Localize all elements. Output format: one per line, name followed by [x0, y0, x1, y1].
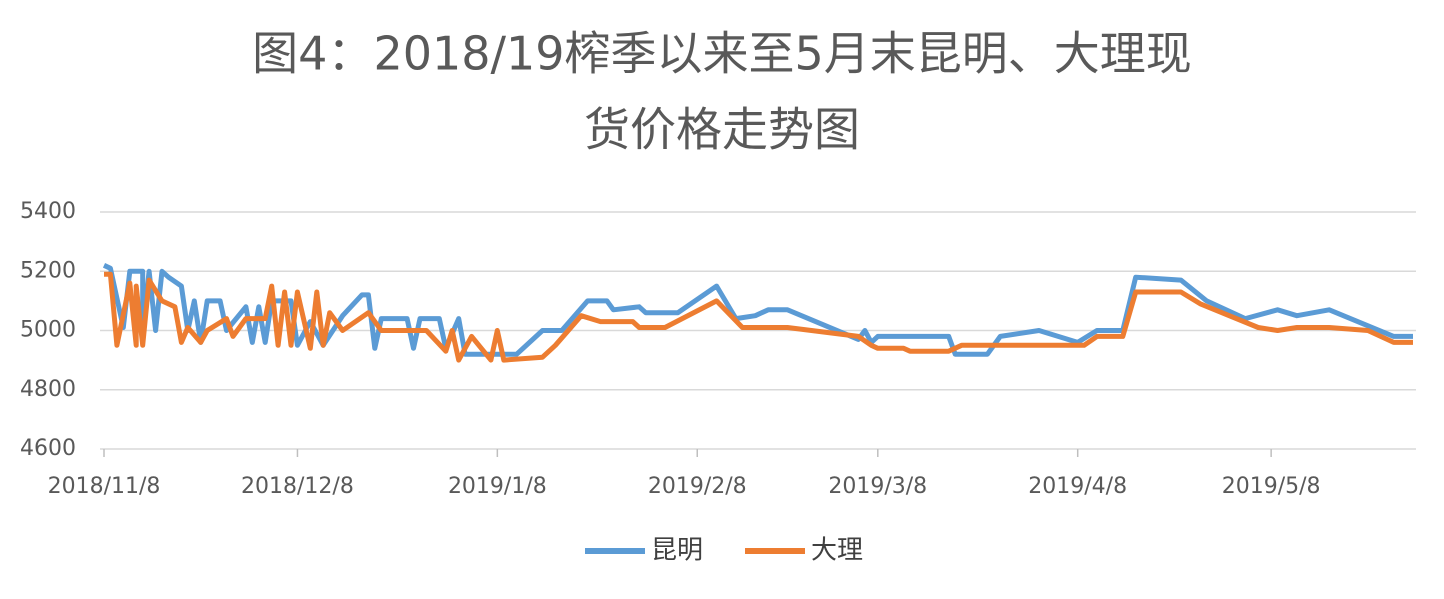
y-tick-label: 5200 — [20, 258, 76, 283]
y-tick-label: 5000 — [20, 318, 76, 343]
x-tick-label: 2019/2/8 — [648, 474, 747, 499]
series-line — [102, 263, 1413, 357]
legend-label: 昆明 — [651, 536, 703, 566]
y-tick-label: 5400 — [20, 199, 76, 224]
y-tick-label: 4800 — [20, 377, 76, 402]
legend-label: 大理 — [811, 536, 863, 566]
chart-title: 货价格走势图 — [584, 103, 860, 157]
x-tick-label: 2018/12/8 — [241, 474, 354, 499]
x-tick-label: 2019/3/8 — [828, 474, 927, 499]
x-tick-label: 2018/11/8 — [48, 474, 161, 499]
y-tick-label: 4600 — [20, 436, 76, 461]
chart-title: 图4：2018/19榨季以来至5月末昆明、大理现 — [252, 27, 1192, 81]
x-tick-label: 2019/5/8 — [1222, 474, 1321, 499]
x-tick-label: 2019/4/8 — [1028, 474, 1127, 499]
series-line — [104, 271, 1413, 363]
x-tick-label: 2019/1/8 — [448, 474, 547, 499]
